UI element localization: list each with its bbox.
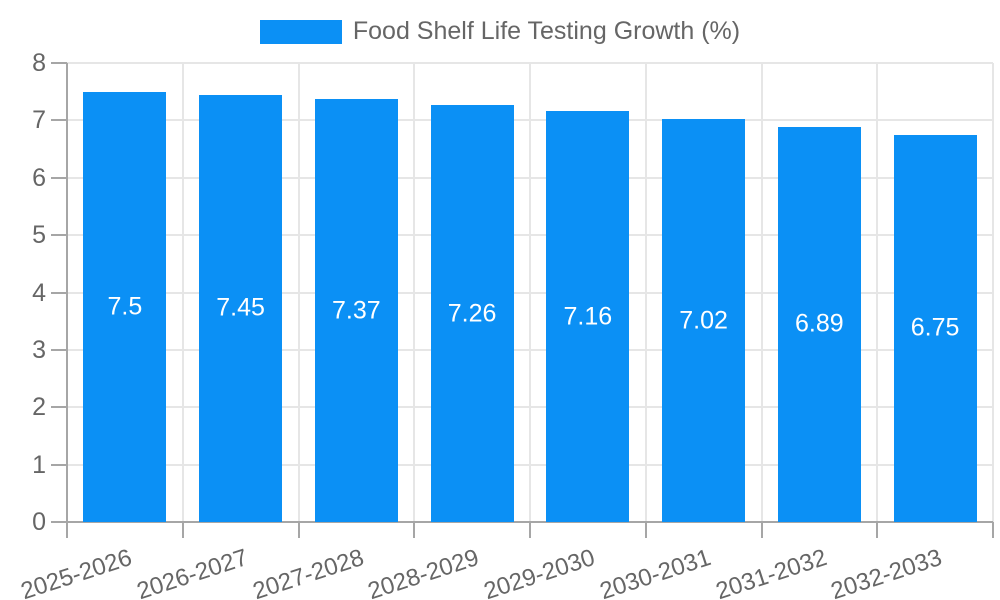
y-tick-label: 1 bbox=[32, 450, 46, 479]
x-tick-mark bbox=[644, 522, 647, 538]
x-tick-mark bbox=[760, 522, 763, 538]
x-tick-label: 2030-2031 bbox=[596, 544, 714, 600]
x-gridline bbox=[876, 63, 879, 522]
legend-swatch-icon bbox=[259, 19, 342, 44]
y-tick-label: 0 bbox=[32, 508, 46, 536]
y-tick-label: 5 bbox=[32, 221, 46, 250]
bar: 7.16 bbox=[546, 111, 630, 522]
x-gridline bbox=[644, 63, 647, 522]
x-tick-label: 2032-2033 bbox=[827, 544, 946, 600]
x-tick-label: 2029-2030 bbox=[480, 544, 599, 600]
x-tick-label: 2027-2028 bbox=[249, 544, 367, 600]
bar: 7.5 bbox=[83, 91, 167, 522]
y-tick-mark bbox=[51, 291, 67, 294]
bar-value-label: 6.75 bbox=[910, 313, 960, 342]
y-tick-mark bbox=[51, 176, 67, 179]
bar-value-label: 7.26 bbox=[447, 299, 497, 328]
y-tick-mark bbox=[51, 234, 67, 237]
bar: 7.26 bbox=[430, 105, 514, 522]
x-tick-mark bbox=[181, 522, 184, 538]
bar-value-label: 7.37 bbox=[332, 296, 381, 325]
bar: 7.02 bbox=[662, 119, 746, 522]
bar: 6.75 bbox=[893, 134, 977, 522]
bar-value-label: 7.45 bbox=[216, 293, 265, 322]
bar: 7.45 bbox=[199, 94, 283, 522]
y-tick-mark bbox=[51, 62, 67, 64]
bar-value-label: 7.16 bbox=[563, 302, 613, 331]
y-tick-label: 6 bbox=[32, 163, 46, 192]
x-tick-label: 2031-2032 bbox=[712, 544, 830, 600]
x-tick-label: 2028-2029 bbox=[364, 544, 483, 600]
x-gridline bbox=[760, 63, 763, 522]
x-gridline bbox=[297, 63, 300, 522]
legend-label: Food Shelf Life Testing Growth (%) bbox=[352, 17, 741, 45]
x-gridline bbox=[413, 63, 416, 522]
x-tick-mark bbox=[297, 522, 300, 538]
bar-value-label: 6.89 bbox=[795, 309, 844, 338]
y-tick-label: 8 bbox=[32, 49, 46, 77]
x-gridline bbox=[181, 63, 184, 522]
x-axis-line bbox=[51, 521, 993, 523]
legend-item[interactable]: Food Shelf Life Testing Growth (%) bbox=[0, 17, 1000, 46]
x-tick-mark bbox=[413, 522, 416, 538]
y-axis-line bbox=[66, 63, 68, 538]
x-tick-label: 2025-2026 bbox=[17, 544, 136, 600]
bar: 6.89 bbox=[777, 126, 861, 522]
bar-value-label: 7.02 bbox=[679, 306, 728, 335]
x-tick-mark bbox=[992, 522, 994, 538]
y-tick-label: 7 bbox=[32, 106, 46, 135]
bar: 7.37 bbox=[314, 99, 398, 522]
y-tick-mark bbox=[51, 406, 67, 409]
y-tick-label: 3 bbox=[32, 335, 46, 364]
x-tick-mark bbox=[529, 522, 531, 538]
y-tick-label: 4 bbox=[32, 278, 46, 307]
y-tick-mark bbox=[51, 463, 67, 466]
x-gridline bbox=[992, 63, 994, 522]
x-gridline bbox=[529, 63, 531, 522]
x-tick-mark bbox=[876, 522, 879, 538]
y-tick-mark bbox=[51, 348, 67, 351]
bar-value-label: 7.5 bbox=[107, 292, 143, 321]
y-tick-mark bbox=[51, 119, 67, 122]
y-tick-label: 2 bbox=[32, 393, 46, 422]
x-tick-label: 2026-2027 bbox=[133, 544, 251, 600]
